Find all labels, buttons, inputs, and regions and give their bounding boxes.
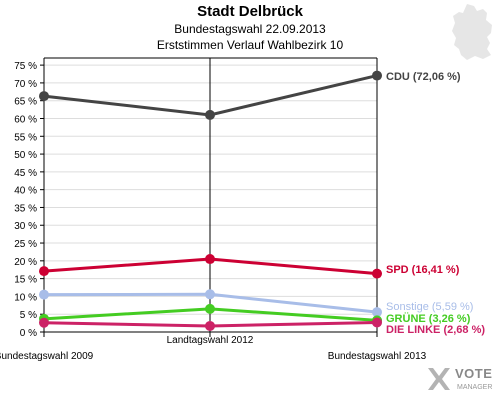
y-tick-label: 15 %: [14, 275, 37, 286]
data-point: [205, 320, 215, 331]
chart-subtitle-2: Erststimmen Verlauf Wahlbezirk 10: [156, 38, 344, 52]
y-tick-label: 5 %: [20, 310, 37, 321]
y-tick-label: 70 %: [14, 79, 37, 90]
vote-manager-logo-icon: [428, 368, 450, 390]
germany-map-icon: [452, 4, 492, 60]
data-point: [372, 268, 382, 279]
y-tick-label: 35 %: [14, 203, 37, 214]
x-tick-label: Landtagswahl 2012: [167, 335, 254, 346]
data-point: [39, 289, 49, 300]
data-point: [372, 317, 382, 328]
data-point: [205, 303, 215, 314]
y-tick-label: 60 %: [14, 114, 37, 125]
data-point: [372, 307, 382, 318]
logo-name: VOTE: [455, 366, 493, 381]
y-tick-label: 50 %: [14, 150, 37, 161]
y-tick-label: 75 %: [14, 61, 37, 72]
data-point: [39, 266, 49, 277]
series-label: Sonstige (5,59 %): [386, 301, 473, 313]
data-point: [39, 91, 49, 102]
y-tick-label: 30 %: [14, 221, 37, 232]
data-point: [205, 109, 215, 120]
logo-subtitle: MANAGER: [457, 384, 493, 391]
series-label: DIE LINKE (2,68 %): [386, 324, 485, 336]
chart-subtitle: Bundestagswahl 22.09.2013: [174, 22, 326, 36]
x-tick-label: Bundestagswahl 2009: [0, 351, 94, 362]
y-tick-label: 40 %: [14, 186, 37, 197]
series-label: GRÜNE (3,26 %): [386, 312, 471, 325]
series-label: SPD (16,41 %): [386, 264, 460, 276]
x-tick-label: Bundestagswahl 2013: [328, 351, 427, 362]
data-point: [205, 254, 215, 265]
chart-title: Stadt Delbrück: [197, 3, 303, 20]
data-point: [39, 317, 49, 328]
series-label: CDU (72,06 %): [386, 71, 461, 83]
data-point: [372, 70, 382, 81]
y-tick-label: 55 %: [14, 132, 37, 143]
data-point: [205, 289, 215, 300]
y-tick-label: 45 %: [14, 168, 37, 179]
y-tick-label: 0 %: [20, 328, 37, 339]
y-tick-label: 10 %: [14, 292, 37, 303]
y-tick-label: 25 %: [14, 239, 37, 250]
y-tick-label: 65 %: [14, 97, 37, 108]
y-tick-label: 20 %: [14, 257, 37, 268]
